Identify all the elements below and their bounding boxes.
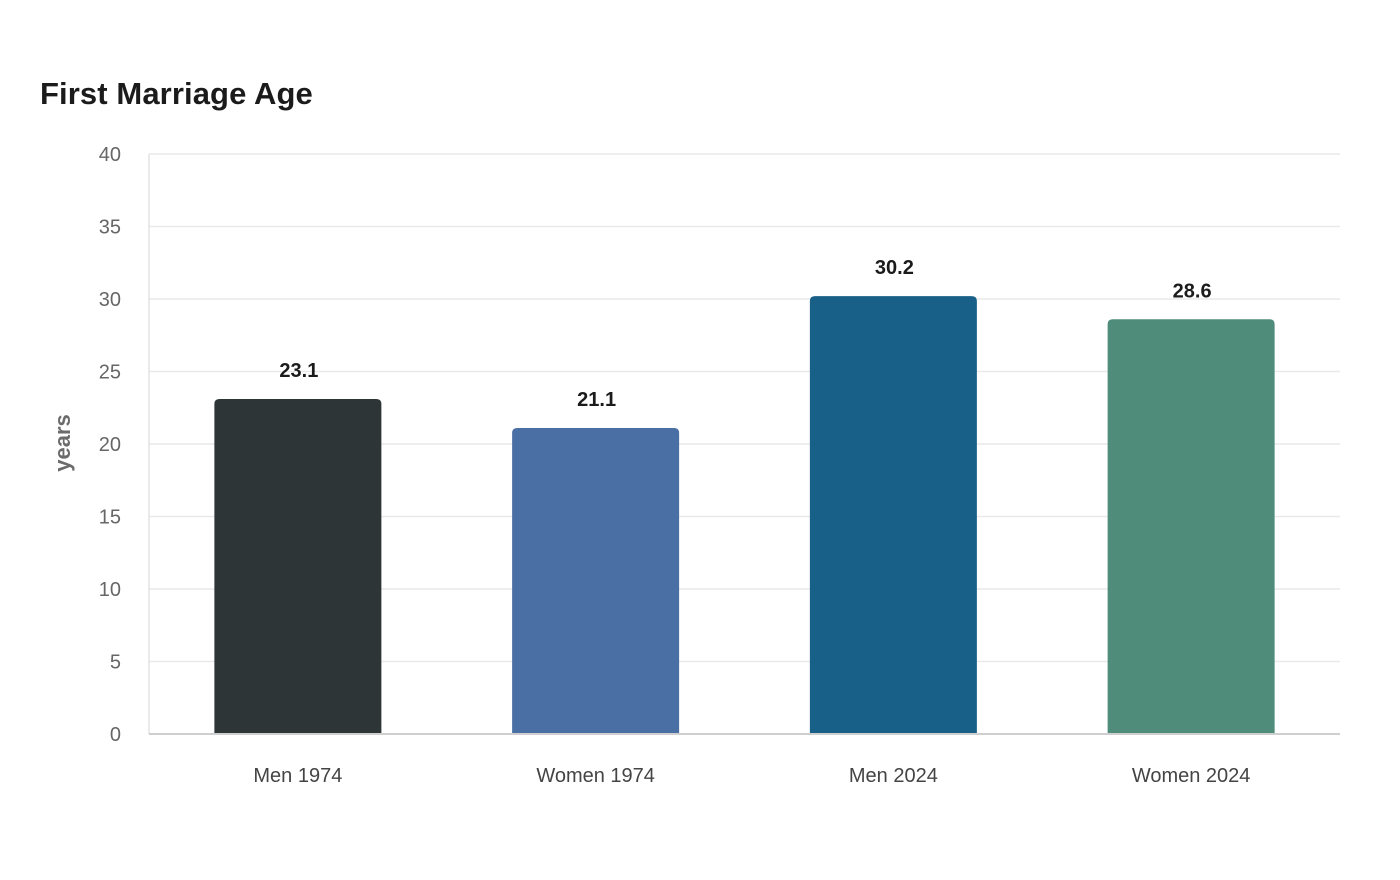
bar bbox=[512, 428, 680, 734]
data-label: 23.1 bbox=[279, 360, 318, 382]
data-label: 21.1 bbox=[577, 389, 616, 411]
bar bbox=[809, 296, 977, 734]
chart-title: First Marriage Age bbox=[40, 76, 313, 111]
y-tick-label: 35 bbox=[99, 217, 121, 239]
y-tick-label: 15 bbox=[99, 507, 121, 529]
bar bbox=[214, 399, 382, 734]
y-axis-ticks: 0 5 10 15 20 25 30 35 40 bbox=[99, 144, 121, 746]
y-tick-label: 30 bbox=[99, 289, 121, 311]
x-axis-ticks: Men 1974 Women 1974 Men 2024 Women 2024 bbox=[253, 765, 1250, 787]
x-tick-label: Women 1974 bbox=[536, 765, 655, 787]
data-label: 28.6 bbox=[1173, 280, 1212, 302]
y-tick-label: 40 bbox=[99, 144, 121, 166]
y-tick-label: 0 bbox=[110, 724, 121, 746]
bars bbox=[214, 296, 1275, 734]
y-axis-label: years bbox=[50, 414, 75, 472]
y-tick-label: 25 bbox=[99, 362, 121, 384]
data-label: 30.2 bbox=[875, 257, 914, 279]
y-tick-label: 5 bbox=[110, 652, 121, 674]
data-labels: 23.1 21.1 30.2 28.6 bbox=[279, 257, 1211, 411]
y-tick-label: 20 bbox=[99, 434, 121, 456]
x-tick-label: Women 2024 bbox=[1132, 765, 1251, 787]
x-tick-label: Men 2024 bbox=[849, 765, 938, 787]
y-tick-label: 10 bbox=[99, 579, 121, 601]
bar bbox=[1107, 319, 1275, 734]
x-tick-label: Men 1974 bbox=[253, 765, 342, 787]
